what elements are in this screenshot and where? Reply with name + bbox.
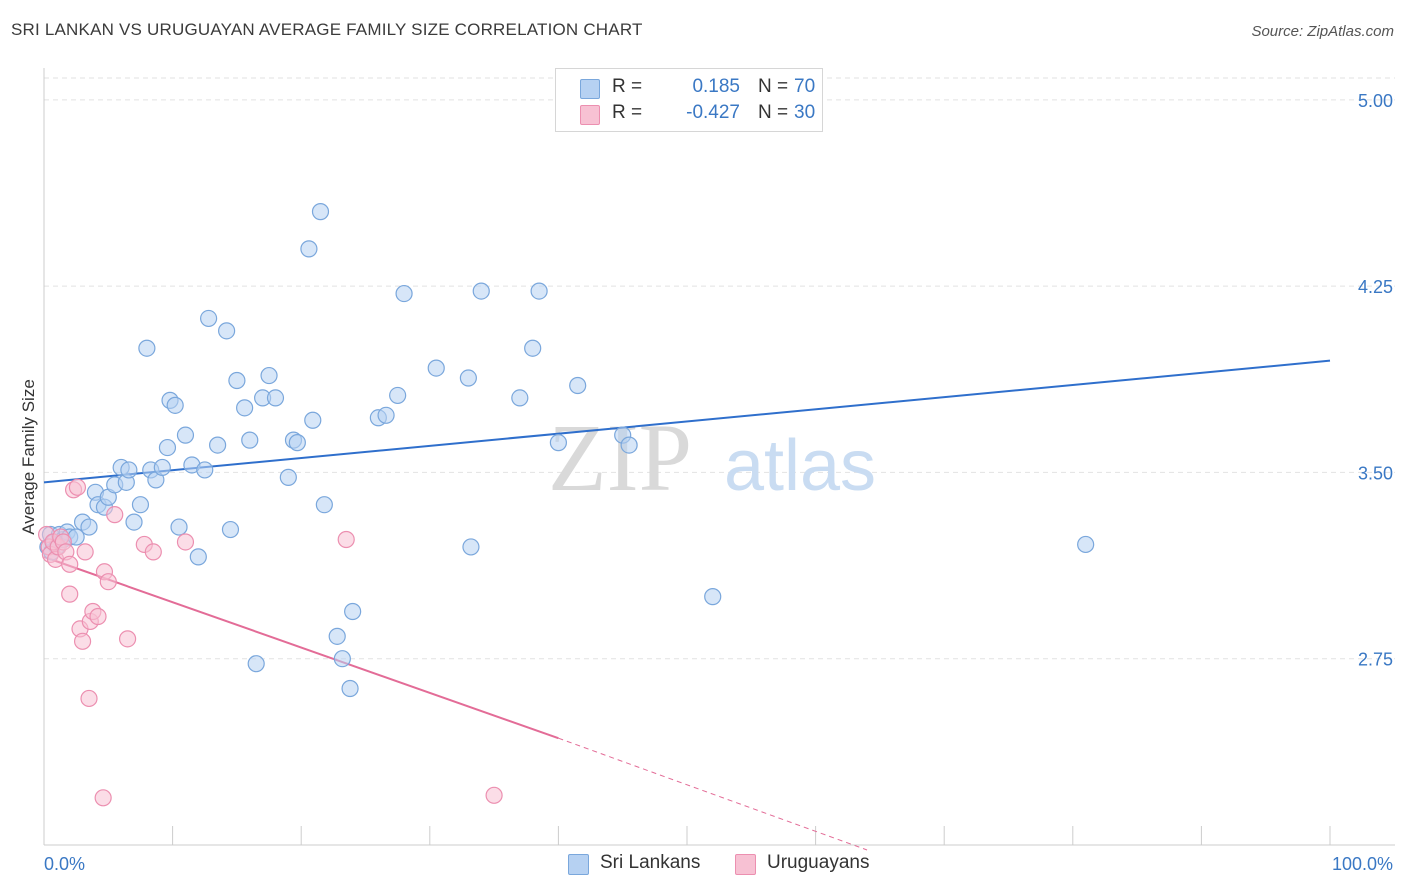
watermark-zip: ZIP: [548, 404, 692, 511]
point-sri-lankans: [170, 518, 188, 536]
point-sri-lankans: [1077, 535, 1095, 554]
point-sri-lankans: [120, 461, 138, 479]
correlation-legend: R = 0.185 N = 70 R = -0.427 N = 30: [555, 68, 823, 132]
point-sri-lankans: [315, 496, 333, 514]
gridlines: [44, 77, 1395, 660]
legend-label: Uruguayans: [767, 852, 870, 873]
point-uruguayans: [94, 789, 112, 807]
point-uruguayans: [89, 607, 107, 626]
point-sri-lankans: [300, 240, 318, 258]
trendline-uruguayans: [43, 555, 559, 740]
legend-label: Sri Lankans: [600, 852, 701, 873]
data-points: [37, 203, 1095, 807]
point-sri-lankans: [704, 588, 722, 606]
point-sri-lankans: [80, 518, 98, 536]
y-tick-label: 3.50: [1358, 463, 1393, 483]
point-uruguayans: [485, 786, 503, 804]
point-sri-lankans: [395, 284, 413, 303]
legend-r-value: 0.185: [692, 76, 740, 97]
point-sri-lankans: [389, 386, 407, 405]
point-sri-lankans: [158, 438, 177, 457]
point-sri-lankans: [530, 282, 548, 300]
x-tick-max: 100.0%: [1332, 854, 1393, 874]
point-sri-lankans: [266, 389, 285, 407]
point-sri-lankans: [288, 434, 306, 452]
y-tick-label: 2.75: [1358, 650, 1393, 670]
y-tick-label: 5.00: [1358, 91, 1393, 111]
legend-swatch-pink: [735, 854, 756, 875]
point-sri-lankans: [462, 538, 480, 556]
point-sri-lankans: [524, 339, 542, 357]
point-sri-lankans: [138, 339, 156, 357]
point-sri-lankans: [131, 496, 150, 514]
point-sri-lankans: [209, 436, 227, 454]
legend-n-value: 70: [794, 76, 816, 97]
point-sri-lankans: [328, 627, 346, 645]
axes: [43, 68, 1395, 846]
point-sri-lankans: [236, 399, 254, 417]
legend-r-value: -0.427: [686, 102, 740, 123]
point-uruguayans: [73, 632, 92, 650]
point-sri-lankans: [304, 411, 322, 429]
legend-swatch-blue: [568, 854, 589, 875]
legend-swatch-blue: [580, 79, 600, 99]
point-uruguayans: [106, 506, 124, 524]
point-sri-lankans: [196, 461, 214, 479]
legend-r-label: R =: [612, 102, 643, 123]
point-sri-lankans: [221, 520, 240, 539]
trendline-sri-lankans: [43, 359, 1331, 484]
point-sri-lankans: [228, 371, 246, 390]
point-sri-lankans: [125, 513, 143, 531]
legend-n-value: 30: [794, 102, 816, 123]
point-sri-lankans: [341, 679, 359, 698]
point-sri-lankans: [200, 309, 218, 328]
chart-title: SRI LANKAN VS URUGUAYAN AVERAGE FAMILY S…: [11, 20, 643, 39]
point-sri-lankans: [377, 406, 395, 424]
point-sri-lankans: [153, 458, 171, 477]
point-sri-lankans: [189, 548, 207, 566]
point-uruguayans: [176, 533, 195, 551]
point-sri-lankans: [333, 650, 351, 668]
trendline-uruguayans-extension: [558, 737, 868, 851]
point-sri-lankans: [511, 389, 529, 407]
source-label: Source: ZipAtlas.com: [1251, 23, 1394, 40]
point-sri-lankans: [247, 655, 265, 673]
point-sri-lankans: [279, 468, 297, 486]
point-uruguayans: [76, 543, 94, 561]
point-uruguayans: [337, 530, 355, 549]
point-sri-lankans: [260, 366, 278, 385]
point-sri-lankans: [218, 322, 236, 340]
point-sri-lankans: [569, 376, 587, 395]
point-sri-lankans: [620, 436, 638, 454]
legend-r-label: R =: [612, 76, 643, 97]
y-tick-label: 4.25: [1358, 277, 1393, 297]
legend-swatch-pink: [580, 105, 600, 125]
point-sri-lankans: [344, 602, 362, 621]
legend-n-label: N =: [758, 102, 789, 123]
x-tick-min: 0.0%: [44, 854, 85, 874]
point-uruguayans: [80, 689, 98, 708]
point-sri-lankans: [176, 426, 195, 444]
point-sri-lankans: [311, 203, 330, 221]
point-uruguayans: [61, 585, 79, 603]
point-sri-lankans: [427, 359, 445, 377]
point-sri-lankans: [166, 396, 184, 414]
tick-labels: 2.75 3.50 4.25 5.00: [1358, 91, 1393, 670]
watermark-atlas: atlas: [724, 426, 876, 506]
point-sri-lankans: [459, 369, 477, 387]
point-uruguayans: [99, 573, 117, 591]
point-uruguayans: [61, 555, 79, 573]
point-sri-lankans: [549, 434, 568, 452]
point-sri-lankans: [472, 282, 490, 300]
y-axis-label: Average Family Size: [19, 379, 38, 535]
point-sri-lankans: [241, 431, 259, 449]
trendlines: [43, 359, 1331, 851]
point-uruguayans: [144, 543, 162, 561]
legend-n-label: N =: [758, 76, 789, 97]
point-uruguayans: [68, 478, 87, 496]
point-uruguayans: [118, 630, 137, 648]
